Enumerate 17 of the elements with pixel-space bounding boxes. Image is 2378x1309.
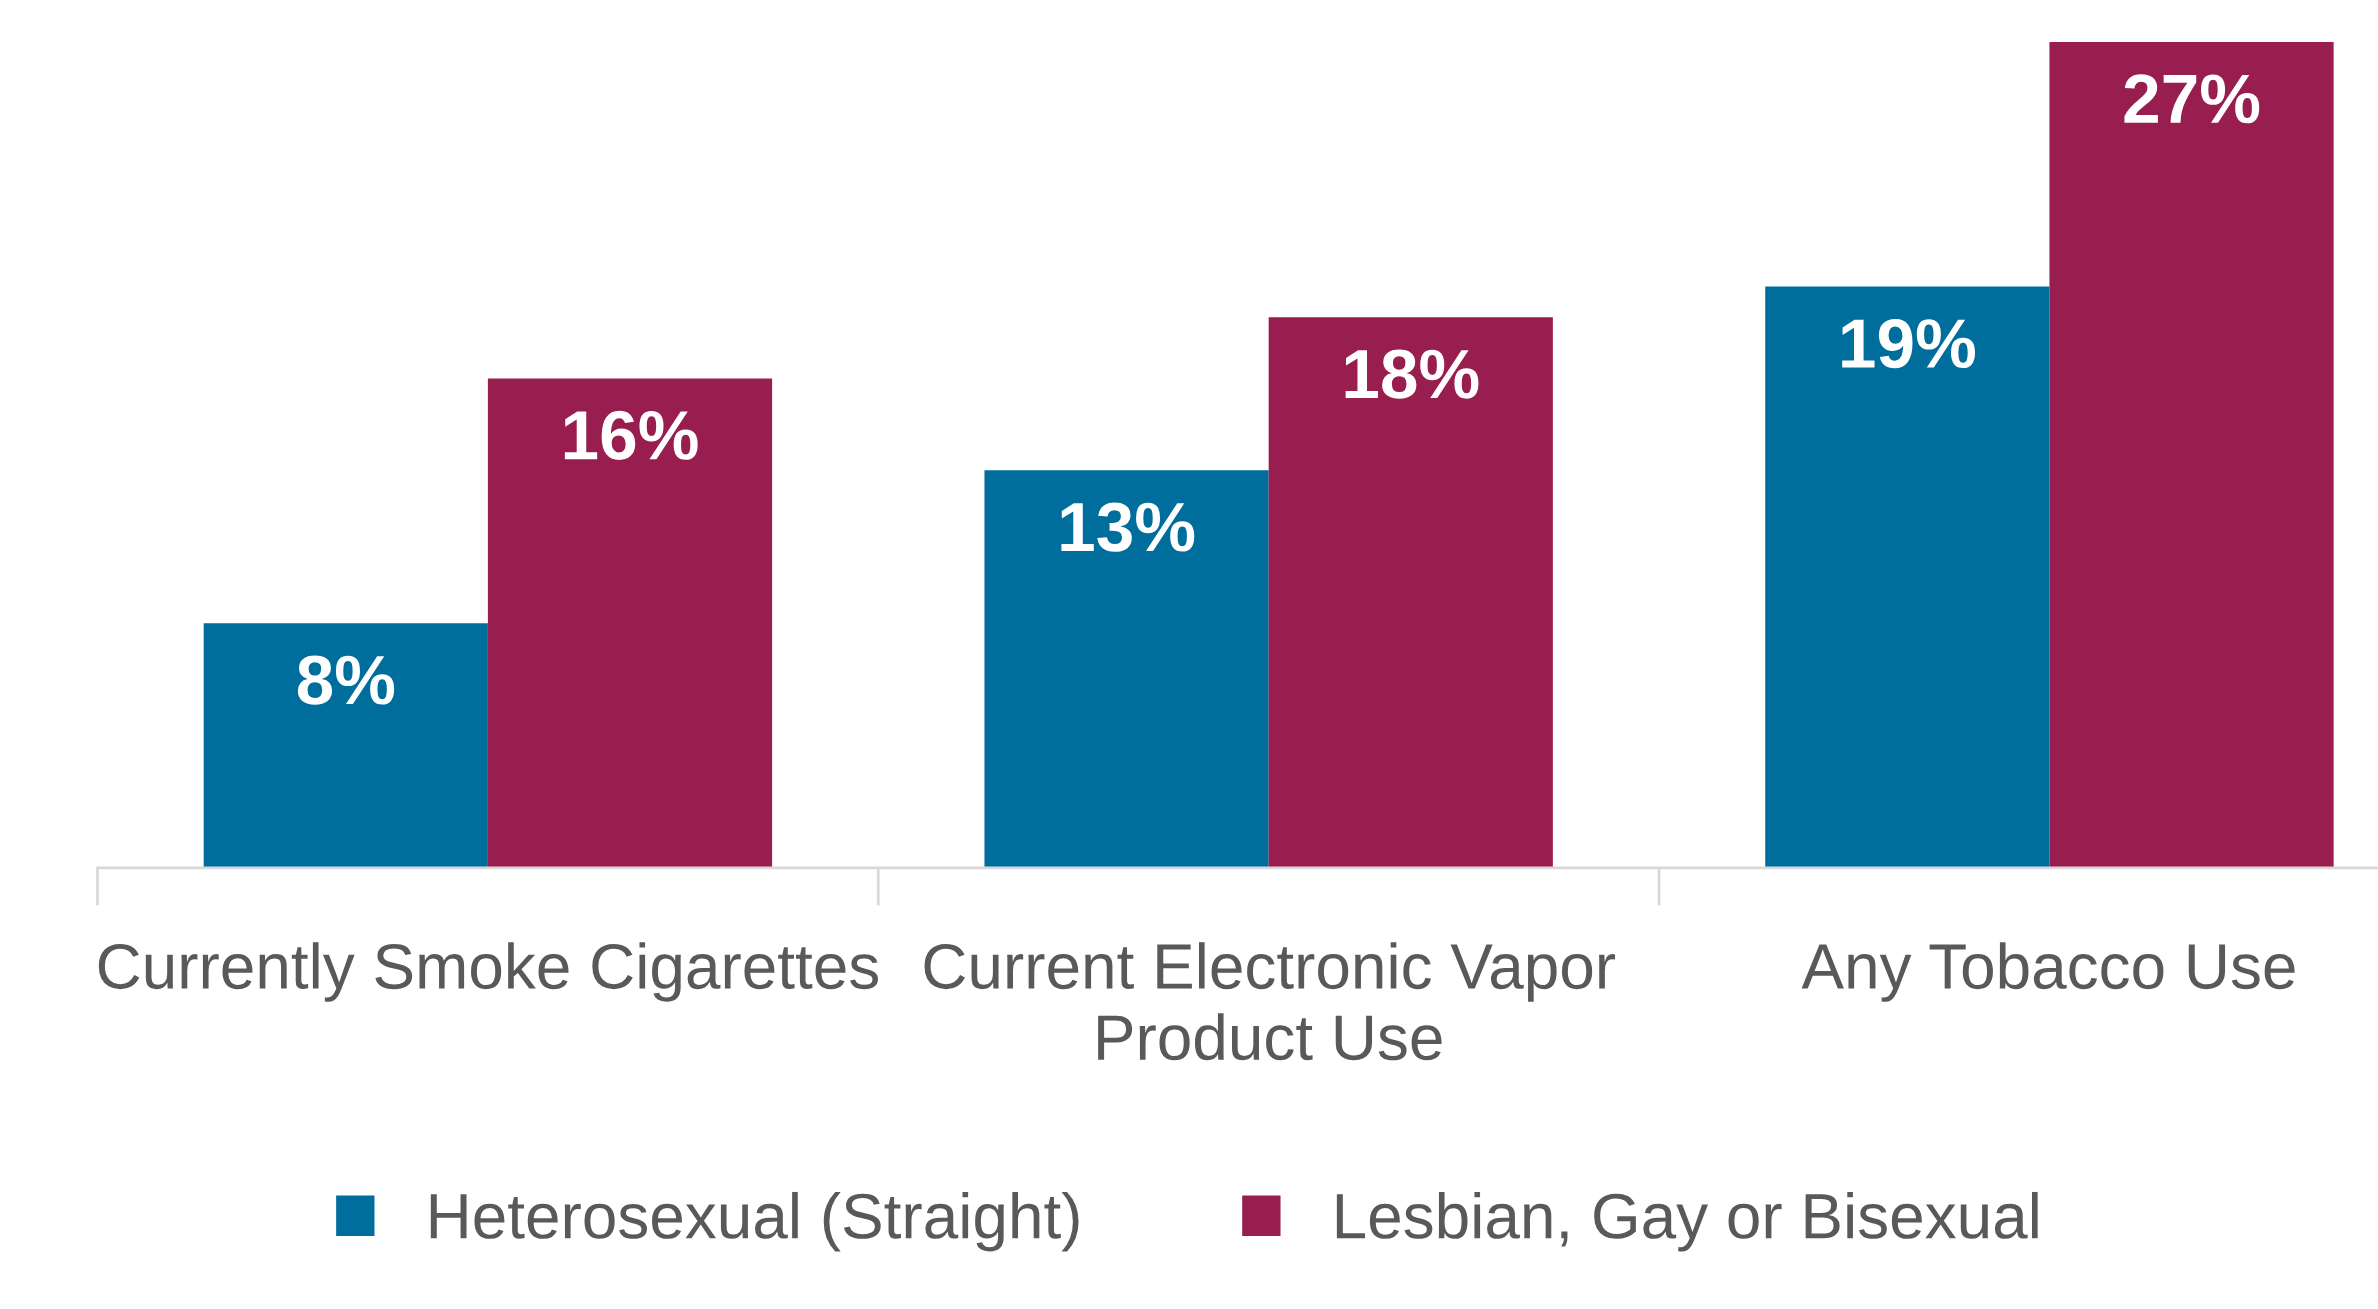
x-tick-label: Currently Smoke Cigarettes [98, 942, 878, 1002]
data-label: 8% [297, 655, 395, 705]
data-label: 16% [564, 410, 698, 460]
x-tick-label: Current Electronic Vapor Product Use [924, 942, 1616, 1061]
x-tick-label: Any Tobacco Use [1801, 942, 2295, 1002]
data-label: 19% [1842, 319, 1976, 369]
data-label: 27% [2124, 74, 2260, 124]
bar [203, 623, 488, 868]
bar [2049, 41, 2334, 868]
bar [984, 470, 1269, 868]
bar [1268, 317, 1553, 868]
legend-label: Heterosexual (Straight) [430, 1191, 1079, 1252]
legend-label: Lesbian, Gay or Bisexual [1336, 1191, 2038, 1252]
data-label: 18% [1345, 349, 1479, 399]
bar [1765, 286, 2050, 868]
data-label: 13% [1061, 502, 1195, 552]
bar [487, 378, 773, 868]
